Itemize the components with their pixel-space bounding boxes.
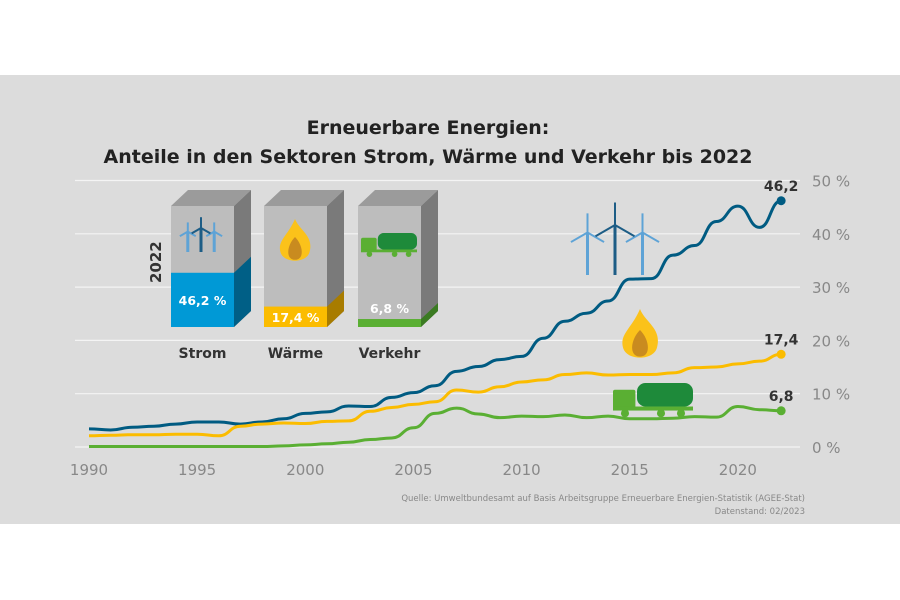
truck-tank bbox=[637, 383, 693, 407]
y-tick-label: 50 % bbox=[812, 173, 850, 191]
bar-fill bbox=[264, 306, 327, 327]
inset-year-label: 2022 bbox=[147, 241, 165, 283]
series-end-label-verkehr: 6,8 bbox=[769, 389, 794, 405]
turbine bbox=[205, 222, 223, 252]
turbine bbox=[191, 217, 211, 252]
inset-bar-0: 46,2 % Strom bbox=[171, 190, 251, 362]
y-tick-label: 0 % bbox=[812, 439, 841, 457]
turbine bbox=[625, 213, 660, 275]
y-tick-label: 40 % bbox=[812, 226, 850, 244]
turbine-blade bbox=[187, 230, 197, 238]
truck-chassis bbox=[613, 406, 693, 411]
bar-category-label: Verkehr bbox=[359, 346, 421, 362]
bar-fill bbox=[171, 272, 234, 327]
series-line-waerme bbox=[88, 352, 782, 438]
turbine-blade bbox=[205, 230, 215, 238]
turbine-blade bbox=[179, 230, 189, 238]
flame-inner bbox=[632, 330, 648, 357]
chart-background bbox=[0, 75, 900, 524]
inset-bar-2: 6,8 % Verkehr bbox=[358, 190, 438, 362]
x-tick-label: 2015 bbox=[611, 461, 649, 479]
bar-value-label: 46,2 % bbox=[179, 293, 227, 308]
turbine-blade bbox=[570, 231, 588, 243]
series-end-point-strom bbox=[776, 196, 786, 206]
x-tick-label: 1990 bbox=[70, 461, 108, 479]
truck-cab bbox=[361, 237, 377, 251]
turbine-blade bbox=[191, 227, 202, 235]
series-end-label-strom: 46,2 bbox=[764, 179, 799, 195]
turbine-blade bbox=[642, 231, 660, 243]
wind-turbine-icon bbox=[570, 202, 660, 275]
truck-wheel bbox=[620, 409, 630, 418]
bar-fill bbox=[358, 319, 421, 327]
truck-wheel bbox=[405, 251, 412, 257]
chart-title: Erneuerbare Energien: bbox=[307, 117, 550, 139]
bar-side bbox=[327, 190, 344, 327]
y-tick-label: 20 % bbox=[812, 332, 850, 350]
bar-value-label: 17,4 % bbox=[272, 310, 320, 325]
y-tick-label: 30 % bbox=[812, 279, 850, 297]
bar-category-label: Wärme bbox=[268, 346, 323, 362]
series-end-point-verkehr bbox=[776, 406, 786, 416]
truck-chassis bbox=[361, 249, 417, 253]
bar-top bbox=[358, 190, 438, 206]
truck-cab bbox=[613, 389, 636, 409]
turbine-blade bbox=[213, 230, 223, 238]
series-line-strom bbox=[88, 199, 782, 432]
series-line-verkehr bbox=[89, 404, 782, 448]
truck-wheel bbox=[656, 409, 666, 418]
turbine bbox=[179, 222, 197, 252]
turbine bbox=[595, 202, 635, 275]
flame-inner bbox=[288, 237, 302, 260]
series-end-label-waerme: 17,4 bbox=[764, 332, 799, 348]
x-tick-label: 2020 bbox=[719, 461, 757, 479]
truck-icon bbox=[613, 383, 693, 418]
truck-wheel bbox=[366, 251, 373, 257]
turbine-blade bbox=[614, 224, 635, 238]
y-tick-label: 10 % bbox=[812, 386, 850, 404]
flame-icon bbox=[279, 219, 311, 261]
bar-front bbox=[358, 206, 421, 327]
x-tick-label: 2000 bbox=[286, 461, 324, 479]
bar-top bbox=[264, 190, 344, 206]
x-tick-label: 2010 bbox=[503, 461, 541, 479]
bar-value-label: 6,8 % bbox=[370, 301, 409, 316]
chart-subtitle: Anteile in den Sektoren Strom, Wärme und… bbox=[104, 146, 753, 168]
turbine bbox=[570, 213, 605, 275]
truck-tank bbox=[377, 233, 417, 250]
x-tick-label: 2005 bbox=[394, 461, 432, 479]
wind-turbine-icon bbox=[179, 217, 223, 252]
bar-fill-side bbox=[421, 303, 438, 327]
bar-fill-side bbox=[327, 290, 344, 327]
truck-icon bbox=[361, 233, 417, 257]
flame-icon bbox=[622, 309, 658, 358]
truck-wheel bbox=[391, 251, 398, 257]
turbine-blade bbox=[595, 224, 616, 238]
turbine-blade bbox=[625, 231, 643, 243]
turbine-blade bbox=[200, 227, 211, 235]
bar-fill-side bbox=[234, 256, 251, 327]
bar-category-label: Strom bbox=[179, 346, 227, 362]
source-text: Quelle: Umweltbundesamt auf Basis Arbeit… bbox=[401, 494, 805, 504]
data-date: Datenstand: 02/2023 bbox=[715, 507, 805, 517]
turbine-blade bbox=[587, 231, 605, 243]
bar-side bbox=[421, 190, 438, 327]
bar-top bbox=[171, 190, 251, 206]
truck-wheel bbox=[676, 409, 686, 418]
series-end-point-waerme bbox=[776, 349, 786, 359]
x-tick-label: 1995 bbox=[178, 461, 216, 479]
